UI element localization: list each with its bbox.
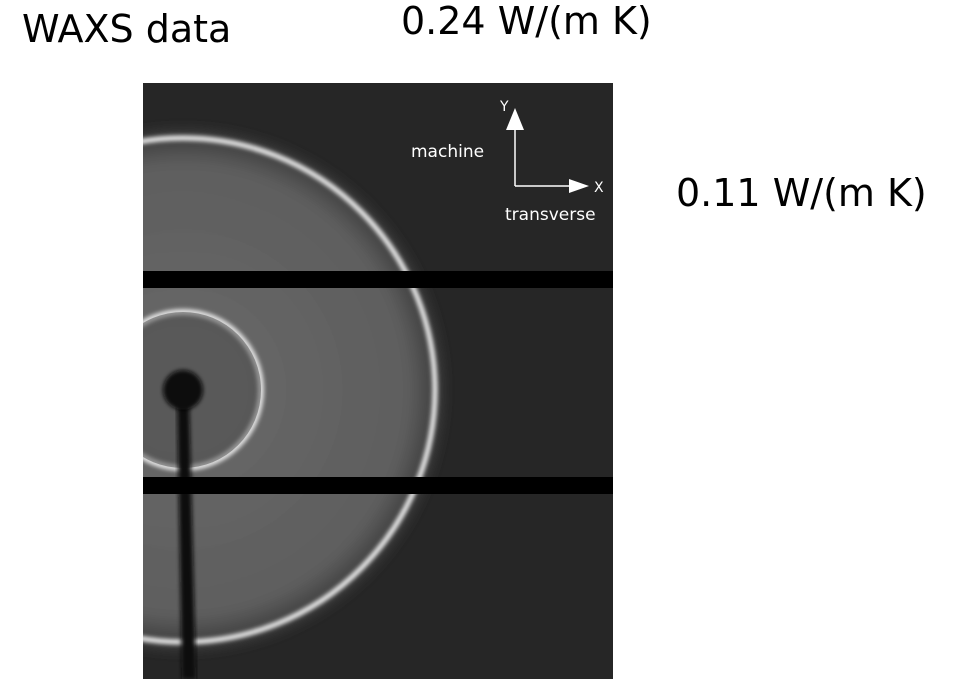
detector-gap xyxy=(143,271,613,288)
detector-gap xyxy=(143,477,613,494)
y-letter: Y xyxy=(499,99,509,115)
y-name: machine xyxy=(411,142,484,162)
side-value: 0.11 W/(m K) xyxy=(676,171,927,215)
x-letter: X xyxy=(594,180,604,196)
waxs-image: Y machine X transverse xyxy=(0,83,613,679)
figure: WAXS data 0.24 W/(m K) 0.11 W/(m K) Y ma… xyxy=(0,0,971,679)
title: WAXS data xyxy=(22,7,231,51)
x-name: transverse xyxy=(505,205,596,225)
top-value: 0.24 W/(m K) xyxy=(401,0,652,43)
beamstop xyxy=(163,370,203,410)
page: WAXS data 0.24 W/(m K) 0.11 W/(m K) Y ma… xyxy=(0,0,971,679)
